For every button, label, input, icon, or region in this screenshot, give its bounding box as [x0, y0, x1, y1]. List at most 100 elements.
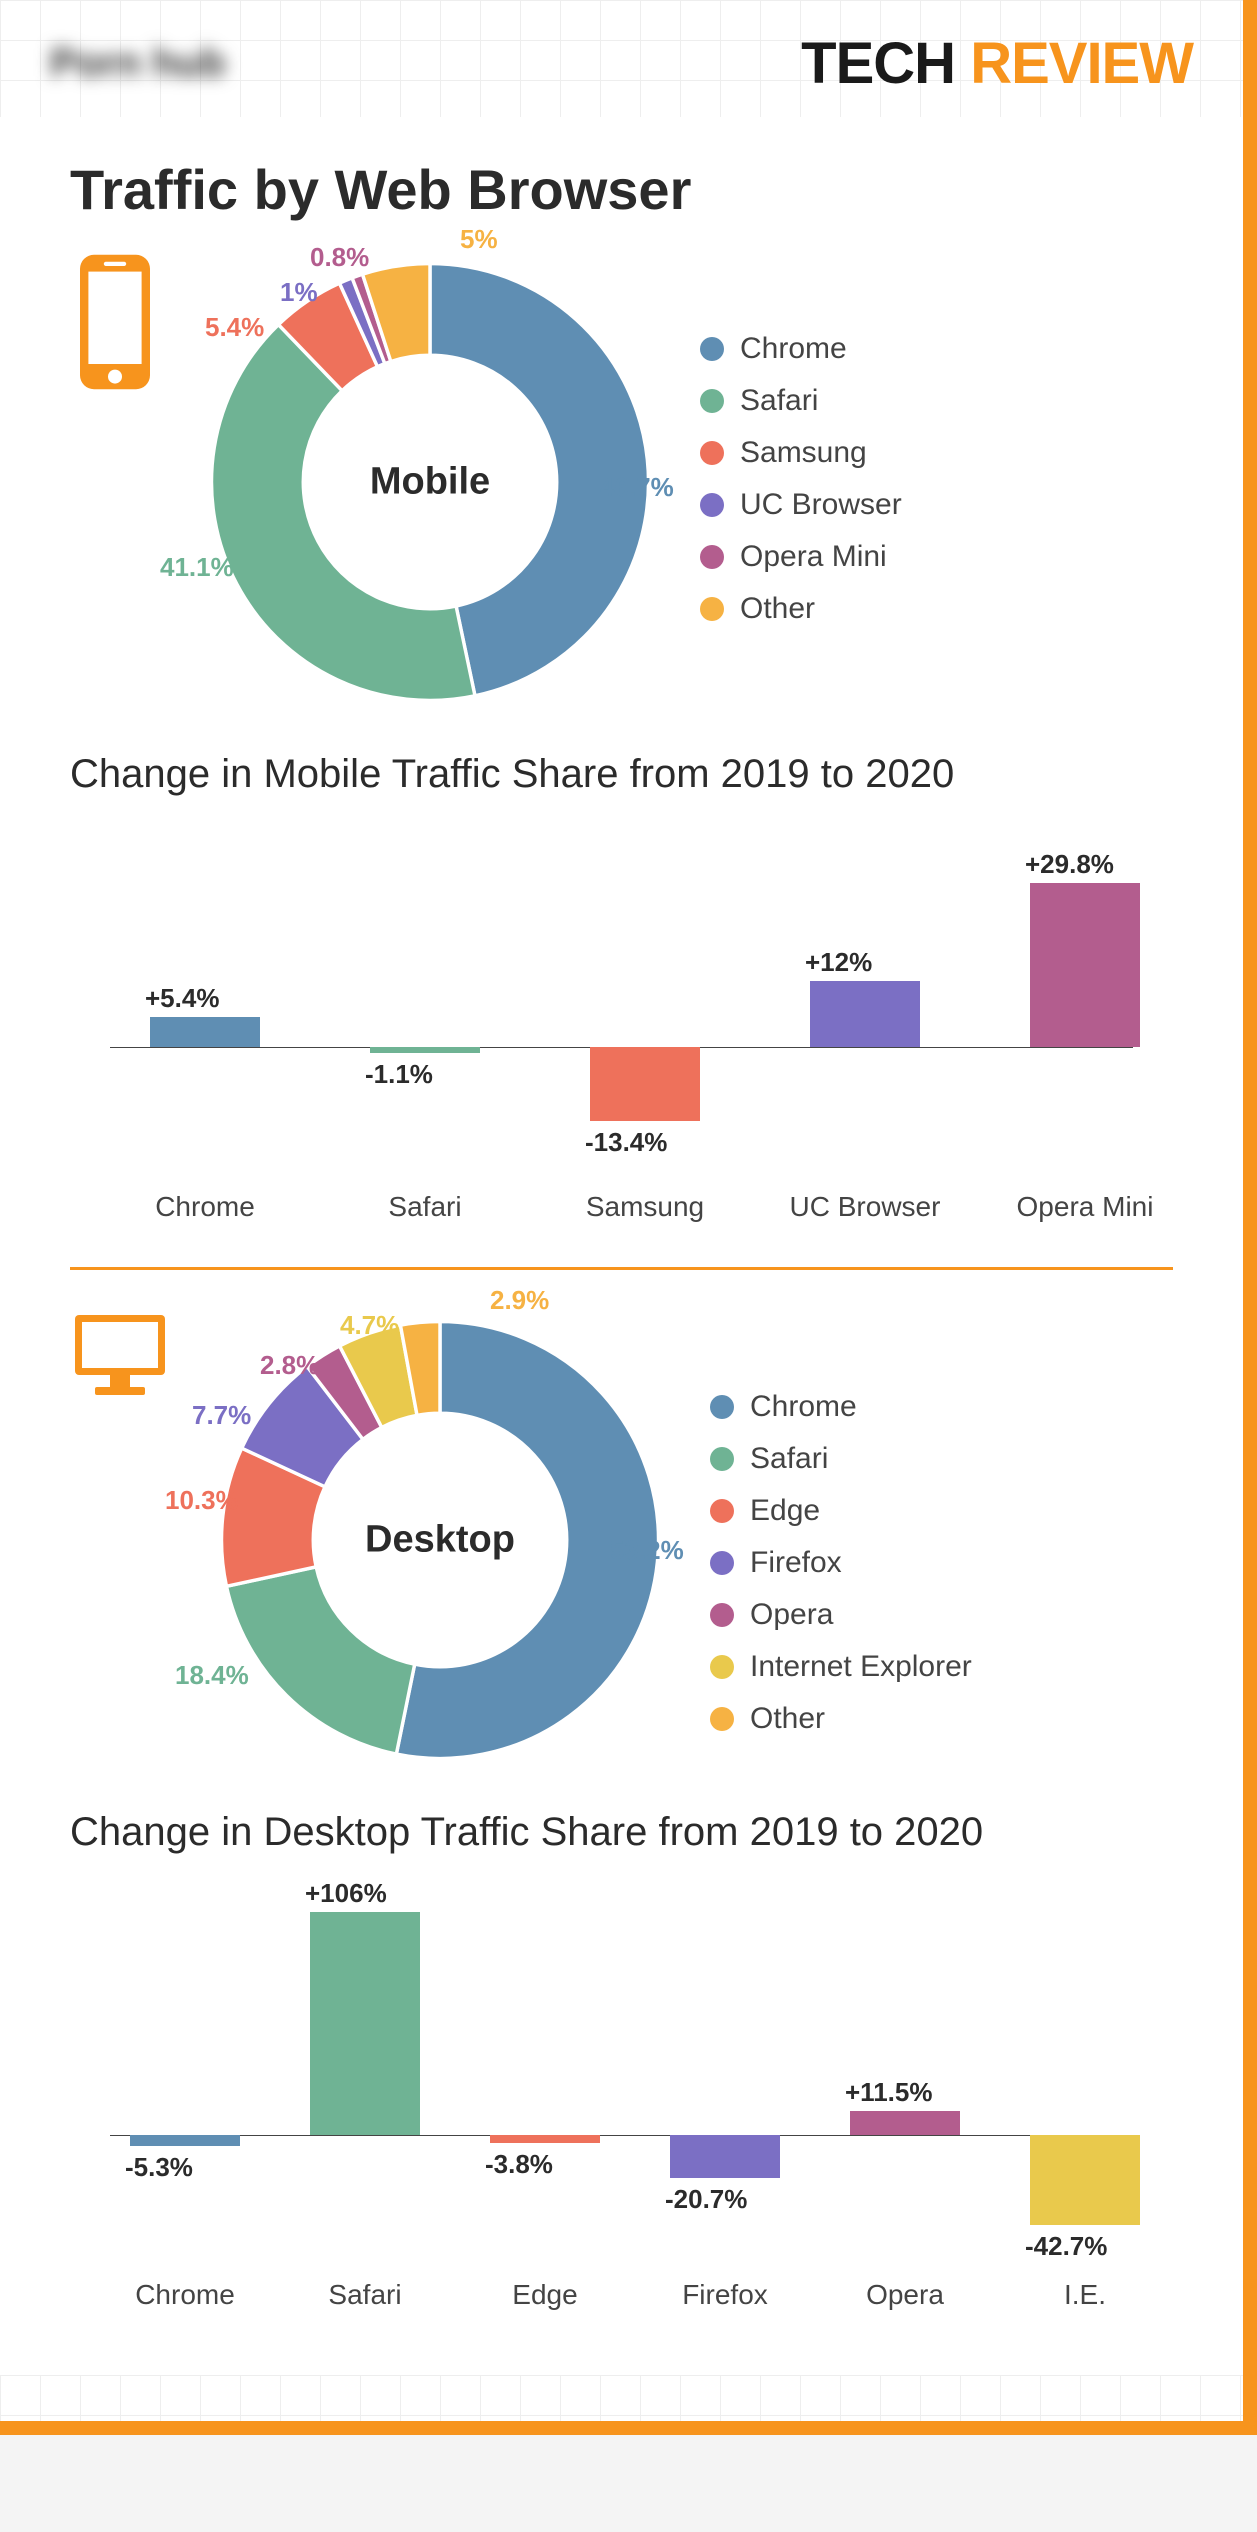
legend-label: Opera Mini	[740, 540, 887, 574]
content-area: Traffic by Web Browser Mobile 46.7% 41.1%…	[0, 117, 1243, 2375]
legend-label: Other	[750, 1702, 825, 1736]
slice-value-chrome: 53.2%	[610, 1535, 684, 1566]
slice-value-internet-explorer: 4.7%	[340, 1310, 399, 1341]
bar-samsung	[590, 1047, 700, 1121]
bar-value-safari: +106%	[305, 1878, 387, 1909]
bar-safari	[370, 1047, 480, 1053]
bar-category-opera-mini: Opera Mini	[1000, 1191, 1170, 1223]
bar-category-uc-browser: UC Browser	[780, 1191, 950, 1223]
legend-item-safari: Safari	[710, 1442, 1173, 1476]
desktop-donut-center-label: Desktop	[365, 1519, 515, 1562]
legend-item-opera-mini: Opera Mini	[700, 540, 1173, 574]
legend-dot-icon	[710, 1603, 734, 1627]
legend-dot-icon	[700, 389, 724, 413]
bar-category-opera: Opera	[820, 2279, 990, 2311]
bar-i-e-	[1030, 2135, 1140, 2225]
page-footer	[0, 2375, 1243, 2435]
slice-value-chrome: 46.7%	[600, 472, 674, 503]
bar-category-i-e-: I.E.	[1000, 2279, 1170, 2311]
legend-item-uc-browser: UC Browser	[700, 488, 1173, 522]
bar-value-opera-mini: +29.8%	[1025, 849, 1114, 880]
axis-line	[110, 2135, 1133, 2136]
legend-item-safari: Safari	[700, 384, 1173, 418]
bar-category-edge: Edge	[460, 2279, 630, 2311]
mobile-donut-center-label: Mobile	[370, 461, 490, 504]
bar-edge	[490, 2135, 600, 2143]
slice-value-other: 2.9%	[490, 1285, 549, 1316]
legend-item-internet-explorer: Internet Explorer	[710, 1650, 1173, 1684]
legend-label: Edge	[750, 1494, 820, 1528]
bar-chrome	[150, 1017, 260, 1047]
source-logo-blurred: Porn hub	[50, 41, 226, 86]
legend-label: Firefox	[750, 1546, 842, 1580]
slice-value-opera-mini: 0.8%	[310, 242, 369, 273]
slice-value-uc-browser: 1%	[280, 277, 318, 308]
legend-dot-icon	[700, 493, 724, 517]
desktop-donut-chart: Desktop 53.2%18.4%10.3%7.7%2.8%4.7%2.9%	[210, 1310, 670, 1770]
legend-dot-icon	[710, 1447, 734, 1471]
donut-slice-safari	[226, 1567, 414, 1754]
bar-value-samsung: -13.4%	[585, 1127, 667, 1158]
legend-item-opera: Opera	[710, 1598, 1173, 1632]
slice-value-firefox: 7.7%	[192, 1400, 251, 1431]
mobile-donut-row: Mobile 46.7%41.1%5.4%1%0.8%5% ChromeSafa…	[70, 252, 1173, 712]
bar-value-i-e-: -42.7%	[1025, 2231, 1107, 2262]
desktop-legend: Chrome Safari Edge Firefox Opera Internet Exp…	[710, 1310, 1173, 1736]
legend-item-edge: Edge	[710, 1494, 1173, 1528]
bar-value-opera: +11.5%	[845, 2077, 932, 2108]
legend-item-firefox: Firefox	[710, 1546, 1173, 1580]
bar-value-uc-browser: +12%	[805, 947, 872, 978]
bar-value-firefox: -20.7%	[665, 2184, 747, 2215]
legend-dot-icon	[710, 1499, 734, 1523]
legend-item-other: Other	[700, 592, 1173, 626]
legend-label: Safari	[750, 1442, 828, 1476]
legend-item-chrome: Chrome	[700, 332, 1173, 366]
legend-dot-icon	[710, 1395, 734, 1419]
slice-value-safari: 18.4%	[175, 1660, 249, 1691]
brand-part2: REVIEW	[970, 31, 1193, 96]
legend-label: Other	[740, 592, 815, 626]
mobile-change-bar-chart: +5.4%Chrome-1.1%Safari-13.4%Samsung+12%U…	[110, 827, 1133, 1227]
bar-value-edge: -3.8%	[485, 2149, 553, 2180]
slice-value-edge: 10.3%	[165, 1485, 239, 1516]
legend-dot-icon	[710, 1551, 734, 1575]
slice-value-opera: 2.8%	[260, 1350, 319, 1381]
page-title: Traffic by Web Browser	[70, 157, 1173, 222]
legend-label: Samsung	[740, 436, 867, 470]
legend-dot-icon	[700, 441, 724, 465]
bar-category-chrome: Chrome	[120, 1191, 290, 1223]
legend-label: Chrome	[750, 1390, 857, 1424]
bar-opera-mini	[1030, 883, 1140, 1047]
desktop-change-bar-chart: -5.3%Chrome+106%Safari-3.8%Edge-20.7%Fir…	[110, 1885, 1133, 2315]
legend-label: Chrome	[740, 332, 847, 366]
legend-dot-icon	[710, 1707, 734, 1731]
legend-dot-icon	[700, 545, 724, 569]
legend-label: Internet Explorer	[750, 1650, 972, 1684]
legend-item-other: Other	[710, 1702, 1173, 1736]
slice-value-safari: 41.1%	[160, 552, 234, 583]
bar-category-samsung: Samsung	[560, 1191, 730, 1223]
legend-item-samsung: Samsung	[700, 436, 1173, 470]
infographic-page: Porn hub TECH REVIEW Traffic by Web Brow…	[0, 0, 1257, 2435]
legend-item-chrome: Chrome	[710, 1390, 1173, 1424]
bar-category-chrome: Chrome	[100, 2279, 270, 2311]
mobile-change-title: Change in Mobile Traffic Share from 2019…	[70, 752, 1173, 797]
bar-value-chrome: +5.4%	[145, 983, 219, 1014]
bar-opera	[850, 2111, 960, 2135]
bar-category-safari: Safari	[280, 2279, 450, 2311]
desktop-icon	[70, 1310, 170, 1405]
desktop-donut-row: Desktop 53.2%18.4%10.3%7.7%2.8%4.7%2.9% …	[70, 1310, 1173, 1770]
bar-firefox	[670, 2135, 780, 2178]
bar-safari	[310, 1912, 420, 2135]
slice-value-other: 5%	[460, 224, 498, 255]
legend-dot-icon	[700, 337, 724, 361]
bar-value-chrome: -5.3%	[125, 2152, 193, 2183]
mobile-legend: Chrome Safari Samsung UC Browser Opera Mini O…	[700, 252, 1173, 626]
section-divider	[70, 1267, 1173, 1270]
bar-category-firefox: Firefox	[640, 2279, 810, 2311]
page-header: Porn hub TECH REVIEW	[0, 0, 1243, 117]
legend-dot-icon	[700, 597, 724, 621]
legend-label: UC Browser	[740, 488, 902, 522]
legend-label: Opera	[750, 1598, 833, 1632]
brand-part1: TECH	[801, 31, 955, 96]
